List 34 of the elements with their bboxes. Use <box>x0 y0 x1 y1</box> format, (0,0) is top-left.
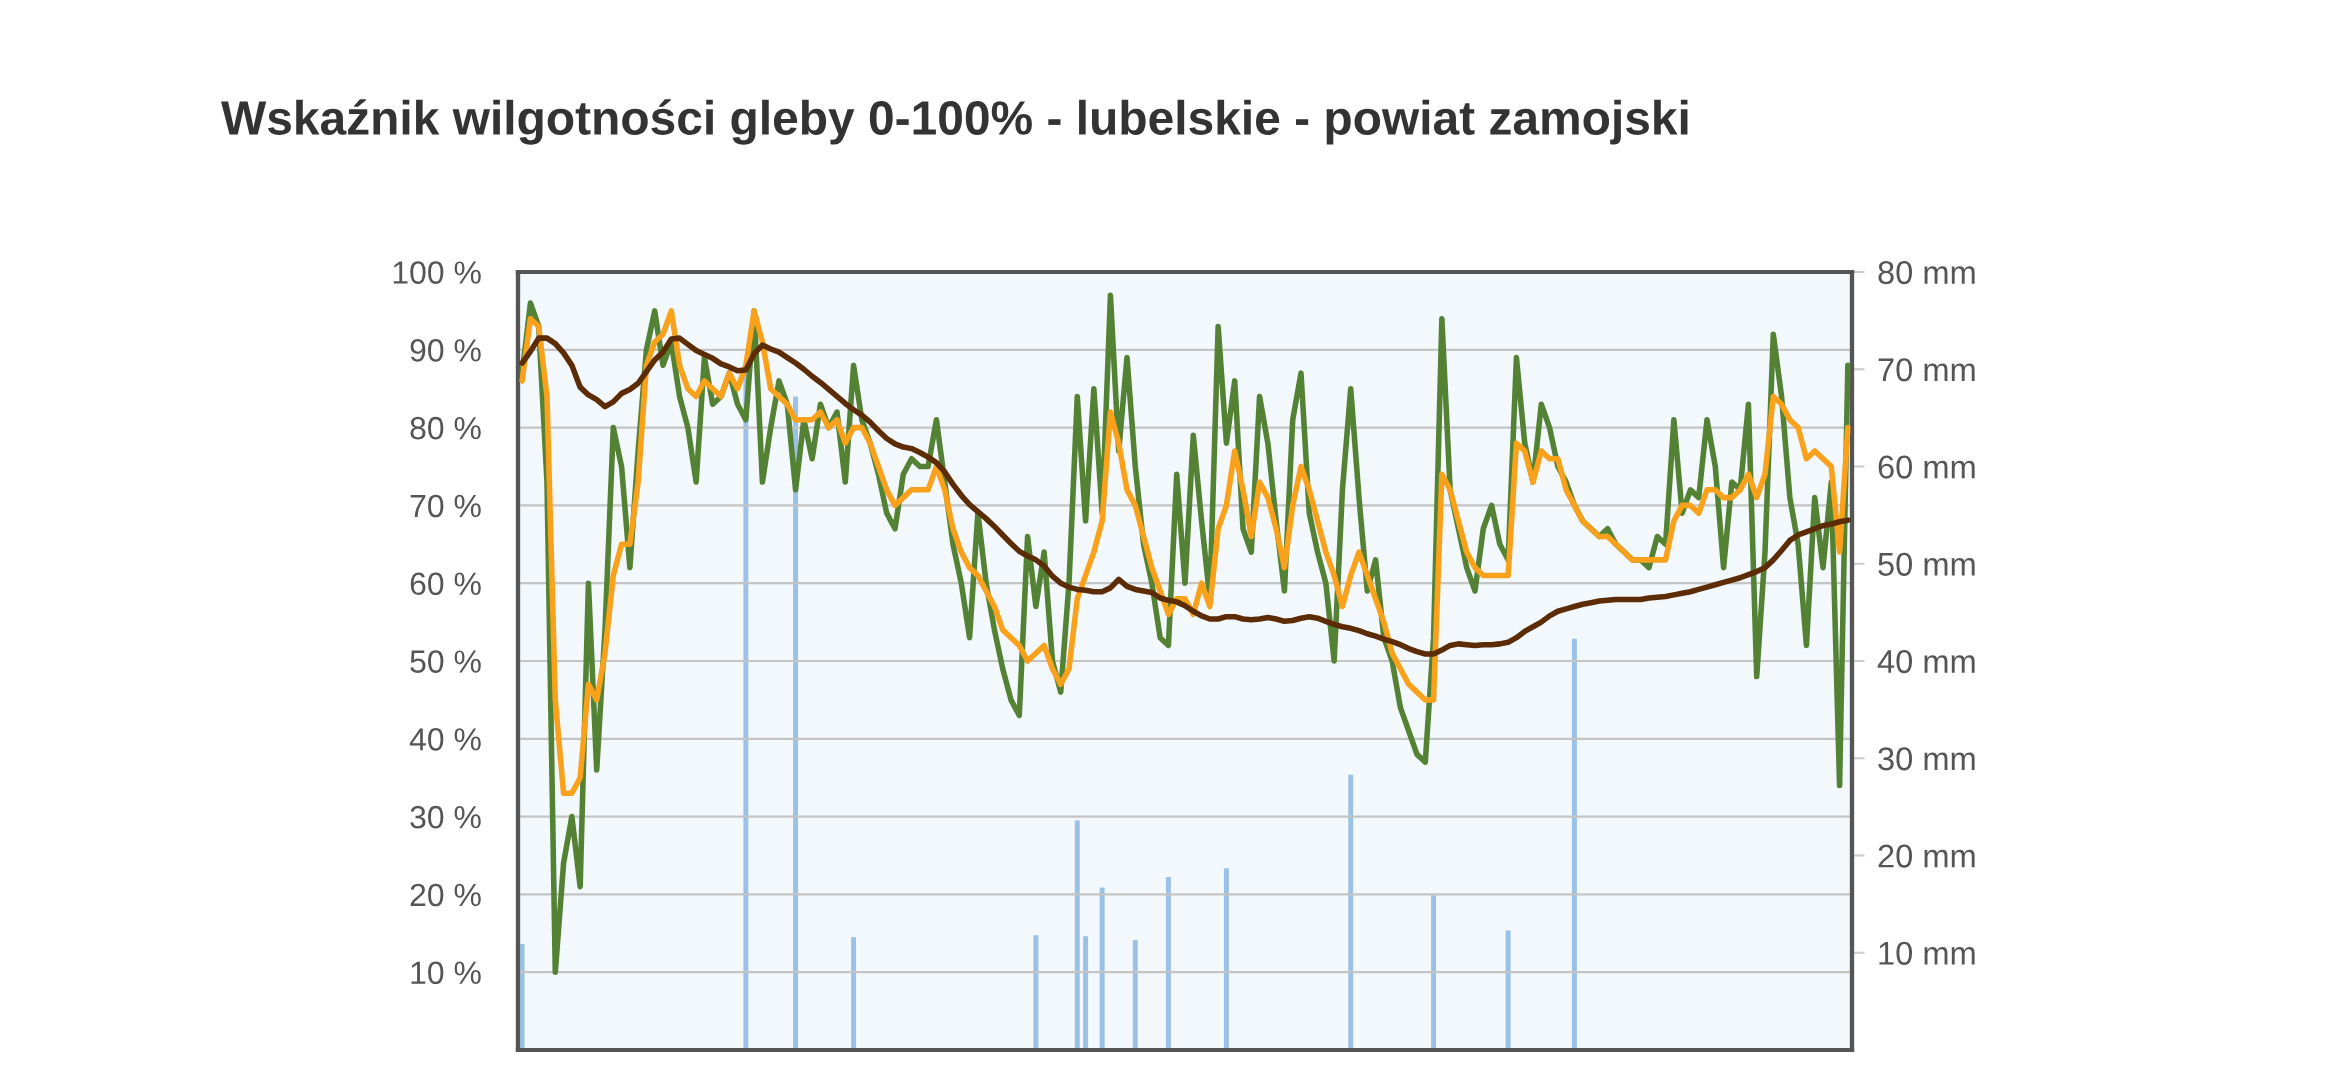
y-tick-label: 70 % <box>410 494 481 518</box>
y2-tick-label: 40 mm <box>1877 650 1975 674</box>
y-tick-label: 10 % <box>411 961 481 985</box>
y-tick-label: 80 % <box>410 416 481 440</box>
y-tick-label: 50 % <box>410 650 481 673</box>
y-tick-label: 100 % <box>393 261 481 284</box>
bar <box>1074 820 1080 1050</box>
bar <box>1505 930 1511 1050</box>
bar <box>1083 936 1089 1050</box>
bar <box>1223 868 1229 1050</box>
y2-tick-label: 50 mm <box>1878 552 1975 576</box>
y-tick-label: 40 % <box>409 728 481 751</box>
bar <box>851 937 857 1050</box>
bar <box>1165 876 1171 1050</box>
bar <box>743 373 749 1050</box>
y2-tick-label: 80 mm <box>1878 261 1975 285</box>
y2-tick-label: 30 mm <box>1878 747 1975 771</box>
bar <box>1132 940 1138 1050</box>
bar <box>793 396 799 1050</box>
bar <box>1099 887 1105 1050</box>
y2-tick-label: 10 mm <box>1879 941 1975 965</box>
bar <box>1348 774 1354 1050</box>
y-tick-label: 30 % <box>410 805 481 829</box>
bar <box>1431 895 1437 1050</box>
y-tick-label: 60 % <box>410 572 481 596</box>
bar <box>1033 935 1039 1050</box>
y2-tick-label: 60 mm <box>1878 455 1975 479</box>
y-tick-label: 90 % <box>410 339 481 362</box>
y2-tick-label: 20 mm <box>1878 844 1975 868</box>
chart-title: Wskaźnik wilgotności gleby 0-100% - lubelskie - powiat zamojski <box>221 99 1688 145</box>
y-tick-label: 20 % <box>410 883 481 907</box>
y2-tick-label: 70 mm <box>1878 358 1975 382</box>
bar <box>1571 638 1577 1050</box>
bar <box>519 944 525 1050</box>
